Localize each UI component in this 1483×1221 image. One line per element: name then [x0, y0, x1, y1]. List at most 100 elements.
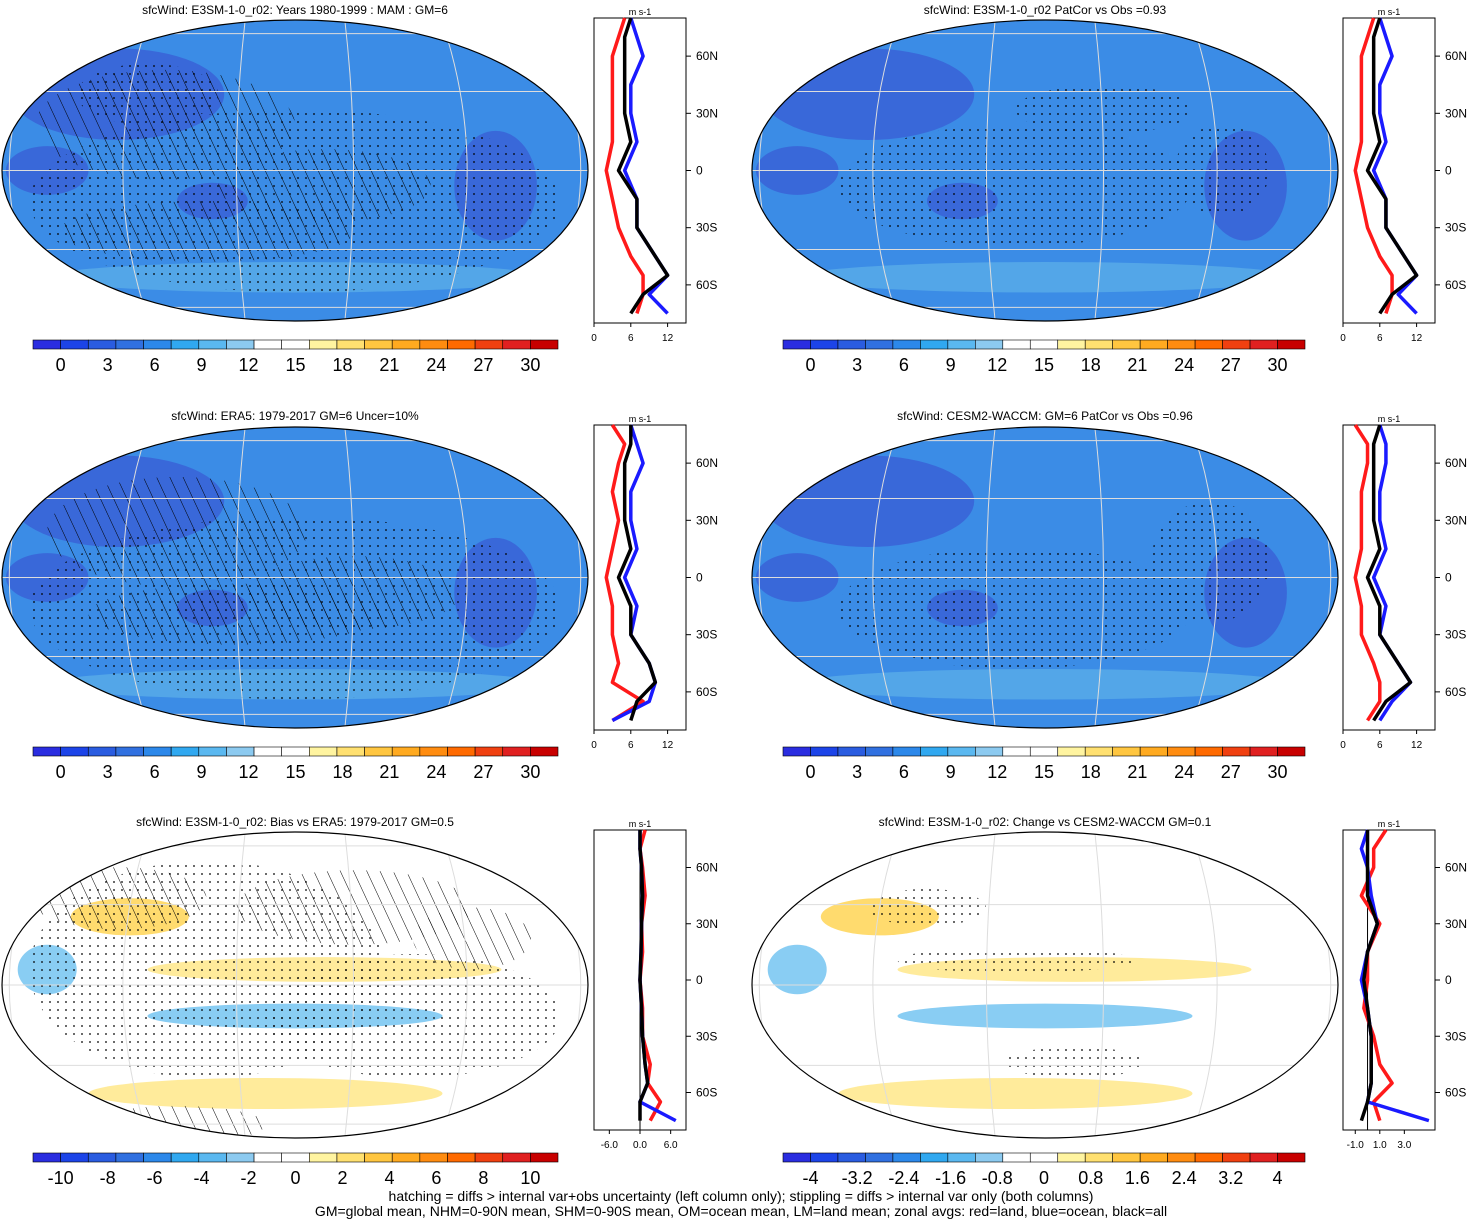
colorbar-box [281, 746, 310, 757]
x-tick-label: 12 [1411, 333, 1423, 344]
colorbar-box [837, 339, 866, 350]
colorbar-label: 21 [379, 355, 399, 375]
graticule-meridian [872, 832, 899, 1138]
colorbar-box [419, 339, 448, 350]
colorbar-label: 30 [520, 355, 540, 375]
stippling-region [1151, 501, 1270, 624]
colorbar-box [810, 339, 839, 350]
colorbar-box [1194, 1152, 1223, 1163]
map-field [2, 832, 588, 1138]
colorbar-box [502, 746, 531, 757]
colorbar-box [1277, 1152, 1306, 1163]
colorbar-label: -3.2 [842, 1168, 873, 1188]
land-low-wind [761, 48, 975, 140]
stippling-region [868, 888, 986, 927]
x-tick-label: 3.0 [1397, 1140, 1411, 1151]
map-boundary [751, 426, 1339, 729]
graticule-meridian [985, 832, 996, 1138]
colorbar-label: 15 [285, 762, 305, 782]
colorbar-box [336, 339, 365, 350]
colorbar-box [1194, 339, 1223, 350]
colorbar-label: 6 [899, 762, 909, 782]
colorbar-box [1084, 339, 1113, 350]
colorbar-box [1057, 1152, 1086, 1163]
graticule-meridian [872, 20, 899, 321]
colorbar-box [281, 1152, 310, 1163]
stippling-region [76, 63, 219, 125]
colorbar-box [115, 746, 144, 757]
map-boundary [1, 426, 589, 729]
colorbar-box [336, 746, 365, 757]
y-tick-label: 30N [1445, 513, 1467, 527]
colorbar-box [1222, 339, 1251, 350]
y-tick-label: 30S [696, 1029, 717, 1043]
colorbar-box [1002, 1152, 1031, 1163]
colorbar-box [32, 746, 61, 757]
y-tick-label: 60N [696, 456, 718, 470]
graticule-meridian [122, 832, 149, 1138]
colorbar-box [1139, 746, 1168, 757]
colorbar-label: 30 [1268, 355, 1288, 375]
colorbar-label: 3 [103, 762, 113, 782]
colorbar-label: 6 [899, 355, 909, 375]
positive-anomaly [88, 1078, 443, 1109]
colorbar-box [253, 1152, 282, 1163]
graticule-meridian [441, 427, 468, 728]
panel-title-3: sfcWind: ERA5: 1979-2017 GM=6 Uncer=10% [171, 409, 419, 423]
map-boundary [1, 831, 589, 1139]
footer-line-2: GM=global mean, NHM=0-90N mean, SHM=0-90… [314, 1203, 1168, 1219]
colorbar-box [60, 339, 89, 350]
x-tick-label: 0 [1340, 333, 1346, 344]
graticule-meridian [1191, 20, 1218, 321]
land-zonal-mean-line [1353, 424, 1382, 722]
colorbar-label: 4 [1273, 1168, 1283, 1188]
y-tick-label: 60N [1445, 861, 1467, 875]
y-tick-label: 30N [1445, 106, 1467, 120]
colorbar-label: 3 [852, 355, 862, 375]
colorbar-box [1222, 746, 1251, 757]
all-zonal-mean-line [1365, 424, 1413, 722]
map-field [752, 427, 1338, 728]
panel-title-2: sfcWind: E3SM-1-0_r02 PatCor vs Obs =0.9… [923, 3, 1167, 17]
colorbar-label: 6 [150, 762, 160, 782]
colorbar-box [364, 1152, 393, 1163]
colorbar-box [892, 339, 921, 350]
y-tick-label: 60N [1445, 456, 1467, 470]
y-tick-label: 30S [696, 628, 717, 642]
x-tick-label: 0 [1340, 740, 1346, 751]
colorbar-box [60, 746, 89, 757]
y-tick-label: 30N [696, 513, 718, 527]
colorbar-label: 3 [852, 762, 862, 782]
x-tick-label: 6.0 [664, 1140, 678, 1151]
all-zonal-mean-line [638, 830, 650, 1121]
profile-frame [593, 424, 687, 731]
colorbar-label: 18 [1081, 762, 1101, 782]
colorbar-box [892, 746, 921, 757]
colorbar-box [115, 339, 144, 350]
x-tick-label: 1.0 [1373, 1140, 1387, 1151]
colorbar-box [447, 339, 476, 350]
colorbar-label: 21 [1127, 762, 1147, 782]
y-tick-label: 30N [696, 106, 718, 120]
colorbar-label: 21 [1127, 355, 1147, 375]
panel-3: 60N 30N 0 30S 60S 0 6 12 m s-1 0 3 6 9 12 15 18 21 24 27 30 [1, 414, 718, 782]
colorbar-label: 30 [1268, 762, 1288, 782]
colorbar-label: 2 [337, 1168, 347, 1188]
colorbar-box [1112, 339, 1141, 350]
stippling-region [838, 124, 1193, 247]
unit-label: m s-1 [629, 414, 652, 424]
graticule-meridian [1094, 832, 1105, 1138]
colorbar-box [975, 339, 1004, 350]
negative-anomaly [767, 944, 827, 995]
graticule-meridian [235, 427, 246, 728]
colorbar-box [253, 746, 282, 757]
colorbar-label: 9 [197, 762, 207, 782]
unit-label: m s-1 [1378, 7, 1401, 17]
stippling-region [1015, 85, 1193, 134]
colorbar-box [1139, 1152, 1168, 1163]
graticule-meridian [1191, 832, 1218, 1138]
panel-title-6: sfcWind: E3SM-1-0_r02: Change vs CESM2-W… [878, 815, 1212, 829]
graticule-meridian [235, 832, 246, 1138]
stippling-region [29, 109, 561, 293]
